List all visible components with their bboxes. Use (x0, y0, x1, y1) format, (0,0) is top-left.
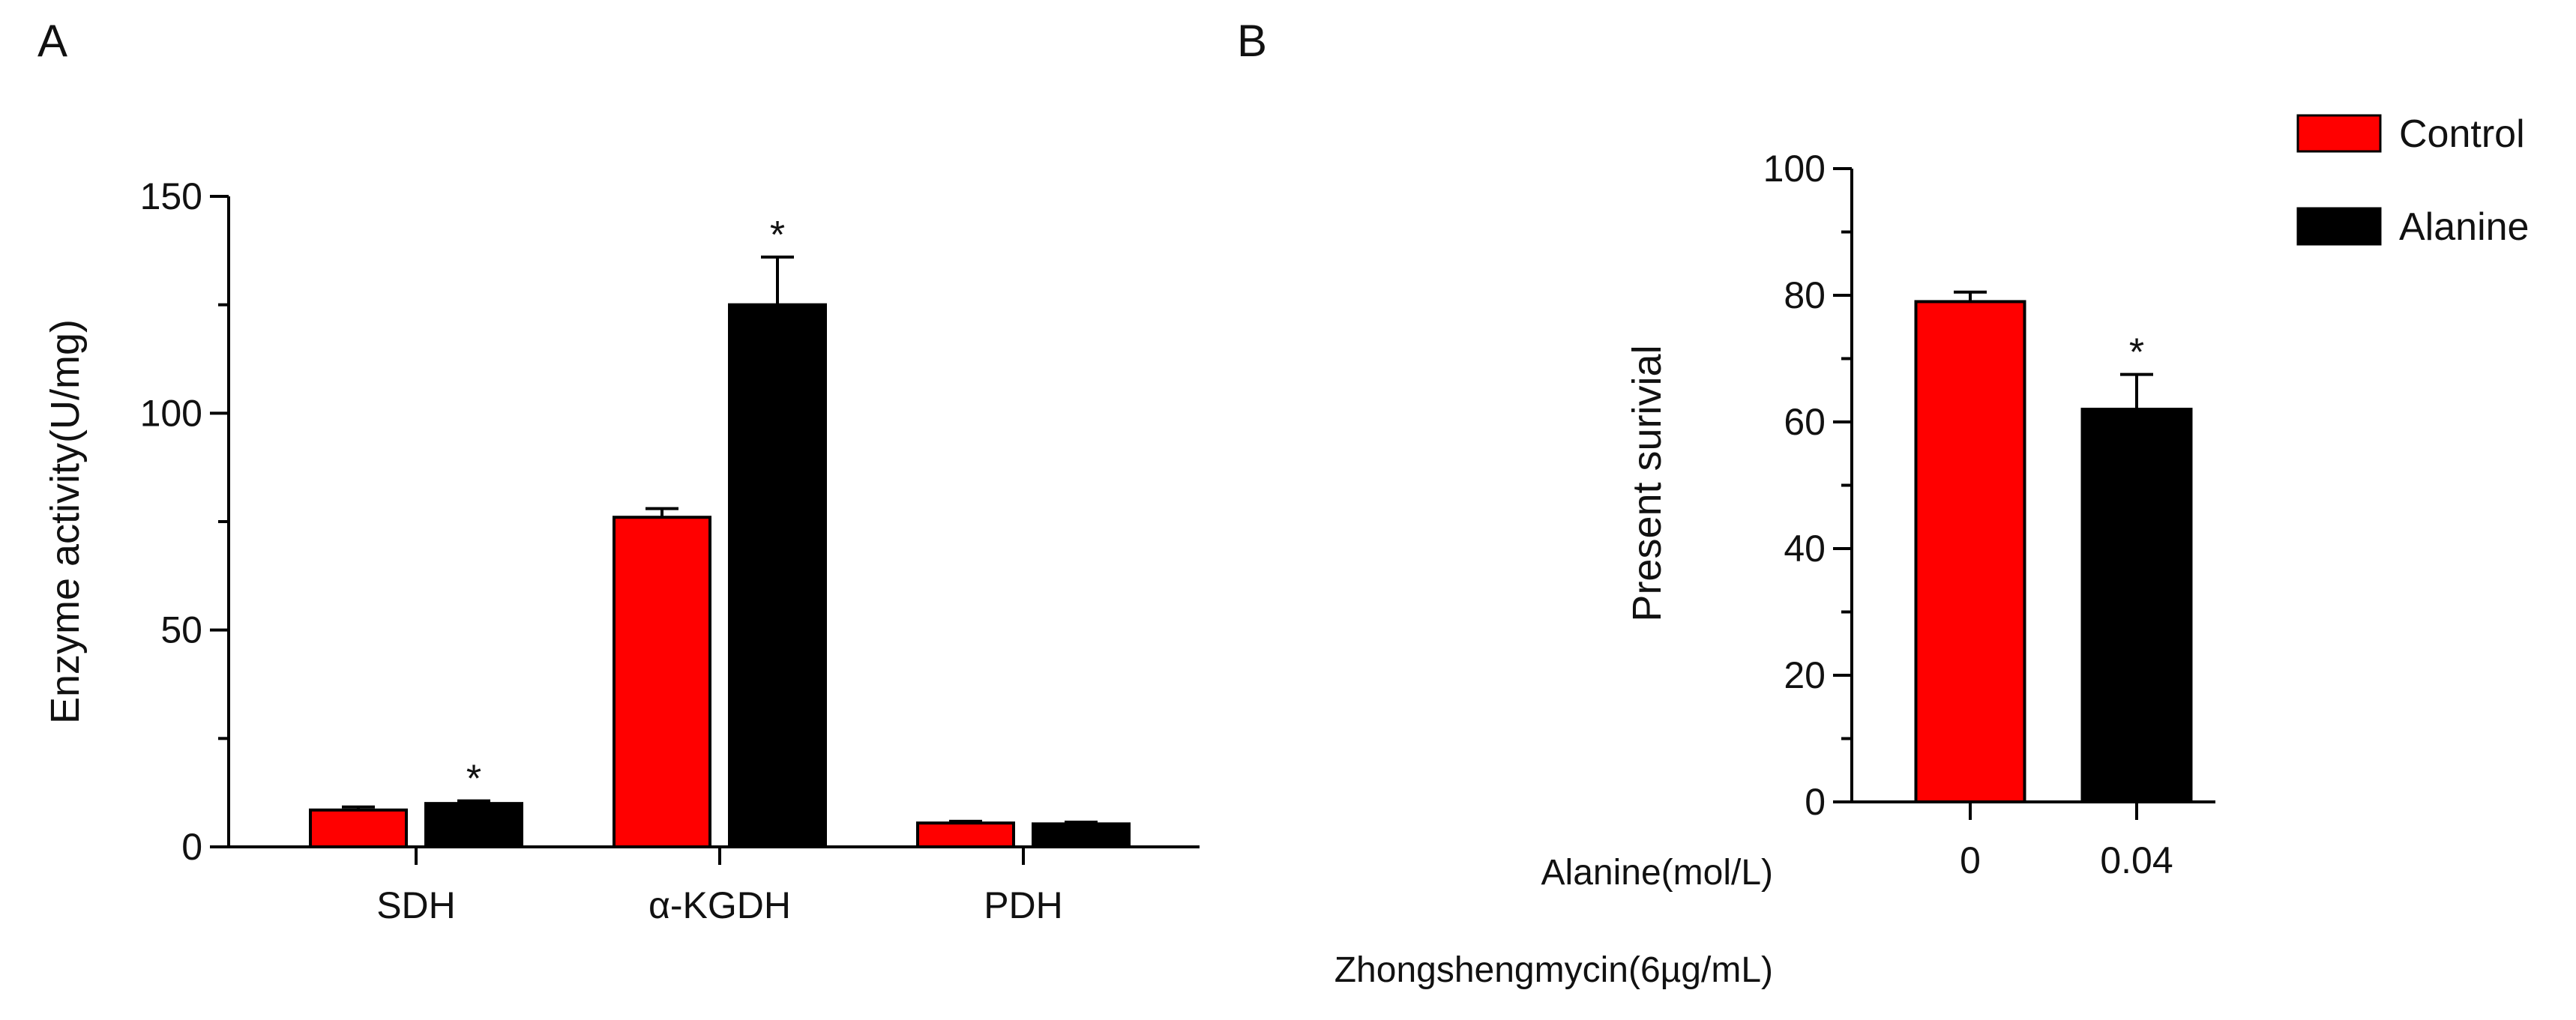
bar-0 (1914, 300, 2026, 803)
panel-letter-b: B (1237, 16, 1267, 66)
chart-a: 0 50 100 150 Enzyme activity(U/mg) SDH * α-KGDH… (43, 175, 1200, 926)
legend: Control Alanine (2296, 112, 2529, 249)
x-category-label-sdh: SDH (376, 884, 456, 926)
y-axis-title: Present surivial (1625, 345, 1670, 621)
y-tick-label: 80 (1784, 274, 1826, 316)
x-row-label-zhongshengmycin: Zhongshengmycin(6µg/mL) (1334, 950, 1773, 990)
legend-label-alanine: Alanine (2399, 205, 2529, 249)
y-tick-label: 100 (140, 392, 202, 434)
y-tick-label: 0 (1805, 781, 1826, 823)
bar-control-pdh (916, 821, 1015, 849)
bar-alanine-sdh (424, 802, 523, 848)
bar-0-04 (2080, 408, 2193, 803)
panel-letter-a: A (37, 16, 67, 66)
bar-control-sdh (309, 808, 408, 849)
y-tick-label: 150 (140, 175, 202, 217)
y-tick-label: 100 (1763, 148, 1826, 190)
x-row-label-alanine: Alanine(mol/L) (1541, 853, 1773, 893)
x-category-label-0: 0 (1960, 839, 1981, 881)
x-category-label-0-04: 0.04 (2100, 839, 2173, 881)
x-category-label-pdh: PDH (984, 884, 1063, 926)
y-tick-label: 50 (160, 609, 202, 651)
y-tick-label: 20 (1784, 654, 1826, 696)
bar-alanine-kgdh (728, 303, 827, 848)
legend-swatch-alanine (2296, 207, 2382, 246)
legend-label-control: Control (2399, 112, 2525, 156)
y-axis-title: Enzyme activity(U/mg) (43, 319, 88, 724)
bar-alanine-pdh (1032, 822, 1131, 849)
y-tick-label: 60 (1784, 401, 1826, 443)
y-tick-label: 40 (1784, 528, 1826, 570)
bar-control-kgdh (613, 516, 711, 848)
chart-b: 0 20 40 60 80 100 Present surivial 0 0.04 * Alanin… (1334, 148, 2215, 990)
significance-star: * (770, 214, 785, 257)
x-category-label-kgdh: α-KGDH (648, 884, 791, 926)
significance-star: * (2129, 331, 2144, 375)
legend-swatch-control (2296, 114, 2382, 153)
significance-star: * (466, 758, 481, 801)
y-tick-label: 0 (181, 826, 202, 868)
